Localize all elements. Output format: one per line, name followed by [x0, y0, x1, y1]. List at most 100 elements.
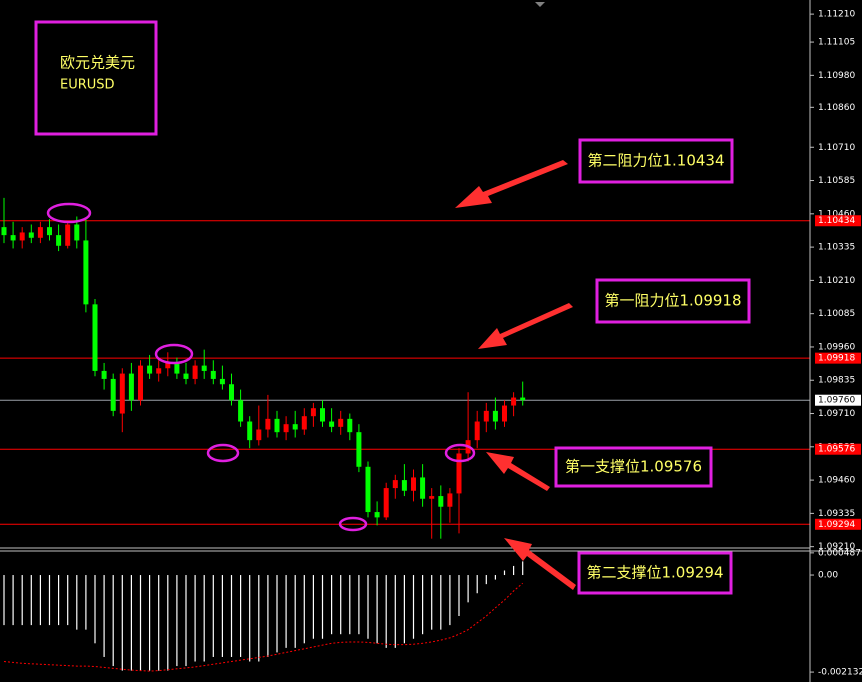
candle-body: [520, 397, 526, 401]
candle-body: [165, 362, 171, 369]
y-tick-label: 0.00: [818, 571, 838, 581]
candle-body: [456, 453, 462, 494]
y-tick-label: 1.09960: [818, 342, 855, 352]
y-tick-label: 1.09835: [818, 376, 855, 386]
y-tick-label: 1.09210: [818, 542, 855, 552]
annotation: 第一支撑位1.09576: [565, 458, 702, 476]
arrow: [478, 303, 573, 349]
y-tick-label: 1.10210: [818, 276, 855, 286]
price-axis: 1.11210 1.11105 1.10980 1.10860 1.10710 1.105…: [810, 10, 862, 678]
annotation-box: [577, 551, 733, 595]
candle-body: [65, 224, 71, 246]
candle-body: [229, 384, 234, 401]
annotation: 第一阻力位1.09918: [604, 292, 741, 310]
candle-body: [128, 373, 134, 401]
y-tick-label: -0.002132: [818, 668, 862, 678]
y-tick-label: 1.09710: [818, 409, 855, 419]
candle-body: [174, 362, 180, 374]
candle-body: [210, 370, 216, 379]
candle-body: [201, 365, 207, 371]
candle-body: [383, 488, 389, 518]
candle-body: [1, 227, 7, 236]
candle-body: [92, 304, 98, 371]
candle-body: [28, 232, 34, 238]
level-label: 1.09576: [818, 445, 855, 455]
candle-body: [420, 477, 426, 499]
candle-body: [429, 496, 435, 499]
candle-body: [101, 370, 107, 379]
candle-body: [219, 378, 225, 385]
level-label: 1.09918: [818, 354, 855, 364]
candle-body: [438, 496, 444, 507]
annotations: 第二阻力位1.10434 第一阻力位1.09918 第一支撑位1.09576 第二支撑…: [554, 138, 751, 595]
plot-area: [0, 197, 810, 672]
y-tick-label: 1.10460: [818, 209, 855, 219]
annotation: 第二阻力位1.10434: [587, 152, 724, 170]
highlight-circle: [206, 443, 240, 463]
y-tick-label: 1.11210: [818, 10, 855, 20]
candle-body: [374, 512, 380, 518]
highlight-circle: [154, 343, 194, 365]
highlight-circle: [338, 516, 368, 532]
title: 欧元兑美元: [60, 54, 135, 72]
arrow: [504, 538, 576, 590]
candle-body: [10, 235, 16, 241]
candle-body: [401, 480, 407, 491]
candle-body: [356, 432, 362, 467]
level-label-bg: [815, 352, 861, 364]
candle-body: [37, 227, 43, 238]
level-label-bg: [815, 215, 861, 227]
level-label-bg: [815, 518, 861, 530]
candle-body: [256, 429, 262, 441]
candle-body: [283, 424, 289, 433]
candle-body: [274, 418, 280, 433]
subtitle: EURUSD: [60, 78, 115, 93]
y-tick-label: 1.11105: [818, 38, 855, 48]
level-label: 1.09294: [818, 520, 855, 530]
candle-body: [447, 493, 453, 507]
candle-body: [74, 224, 80, 241]
candle-body: [265, 418, 271, 430]
y-tick-label: 1.10085: [818, 309, 855, 319]
candle-body: [19, 232, 25, 241]
annotation-box: [578, 138, 734, 184]
candle-body: [392, 480, 398, 489]
annotation: 第二支撑位1.09294: [586, 564, 723, 582]
highlight-circle: [46, 202, 92, 224]
candle-body: [365, 466, 371, 513]
candle-body: [492, 410, 498, 422]
candle-body: [474, 421, 480, 441]
annotation-box: [595, 278, 751, 324]
candle-body: [192, 365, 198, 379]
y-tick-label: 1.10860: [818, 103, 855, 113]
candle-body: [338, 418, 344, 427]
y-tick-label: 0.000487: [818, 548, 861, 558]
candle-body: [156, 368, 162, 374]
arrow: [486, 452, 550, 491]
arrow: [455, 160, 568, 208]
candle-body: [119, 373, 125, 414]
candle-body: [511, 397, 517, 406]
candle-body: [310, 408, 316, 417]
signal-line: [3, 582, 524, 672]
candle-body: [183, 373, 189, 379]
highlight-circle: [444, 443, 476, 463]
candle-body: [56, 235, 62, 246]
candle-body: [47, 227, 52, 236]
annotation-box: [554, 446, 713, 488]
current-price-bg: [815, 394, 861, 406]
scroll-marker: [535, 2, 545, 7]
title-box: [34, 20, 158, 136]
level-label: 1.10434: [818, 216, 855, 226]
y-tick-label: 1.10710: [818, 143, 855, 153]
candle-body: [502, 405, 507, 422]
candle-body: [247, 421, 253, 441]
candle-body: [320, 408, 325, 422]
candle-body: [301, 416, 307, 430]
y-tick-label: 1.10980: [818, 71, 855, 81]
candle-body: [147, 365, 153, 374]
candle-body: [411, 477, 416, 491]
candle-body: [138, 365, 143, 401]
